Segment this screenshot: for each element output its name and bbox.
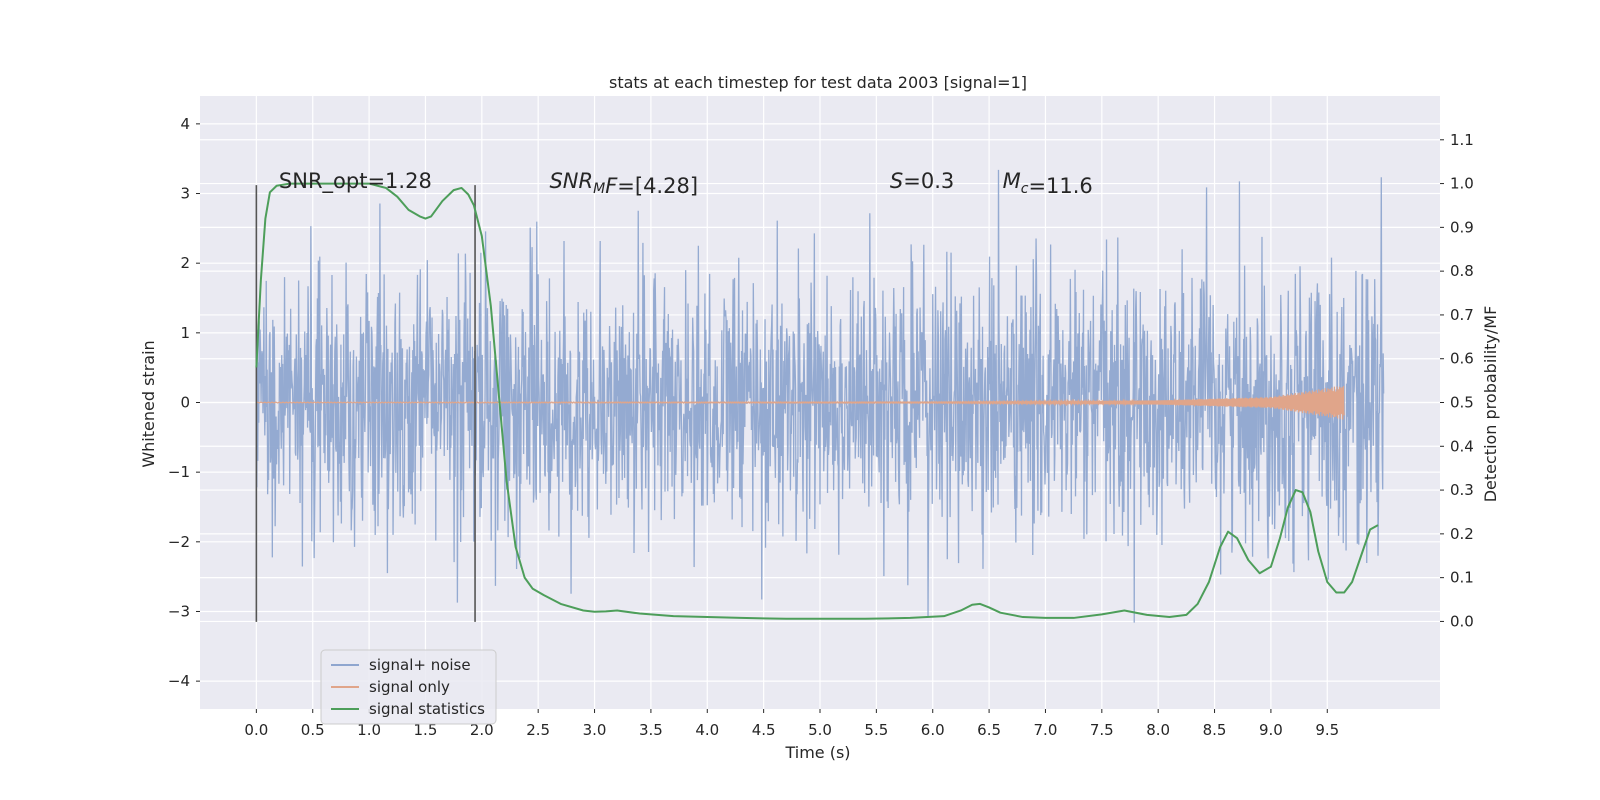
y-right-tick-label: 0.2: [1450, 525, 1474, 543]
x-tick-label: 3.5: [639, 721, 663, 739]
y-right-tick-label: 0.5: [1450, 394, 1474, 412]
series-signal-plus-noise: [255, 169, 1385, 623]
y-left-tick-label: 4: [180, 115, 190, 133]
y-right-tick-label: 0.3: [1450, 481, 1474, 499]
x-ticks: 0.0 0.5 1.0 1.5 2.0 2.5 3.0 3.5 4.0 4.5 5.0 5.5 6.0 6…: [244, 709, 1339, 739]
y-right-tick-label: 0.4: [1450, 437, 1474, 455]
x-tick-label: 1.5: [414, 721, 438, 739]
y-left-tick-label: −3: [168, 602, 190, 620]
x-tick-label: 6.0: [921, 721, 945, 739]
x-tick-label: 9.0: [1259, 721, 1283, 739]
x-tick-label: 5.0: [808, 721, 832, 739]
signal-statistics-line: [255, 182, 1379, 620]
chart-title: stats at each timestep for test data 200…: [609, 73, 1027, 92]
signal-only-line: [256, 386, 1345, 420]
x-tick-label: 0.5: [301, 721, 325, 739]
y-right-tick-label: 1.1: [1450, 131, 1474, 149]
x-tick-label: 6.5: [977, 721, 1001, 739]
y-left-tick-label: 0: [180, 394, 190, 412]
y-left-tick-label: −4: [168, 672, 190, 690]
y-ticks-right: 1.1 1.0 0.9 0.8 0.7 0.6 0.5 0.4 0.3 0.2 0.1 0.0: [1440, 131, 1474, 630]
x-tick-label: 3.0: [583, 721, 607, 739]
legend-box: [320, 649, 497, 725]
y-ticks-left: 4 3 2 1 0 −1 −2 −3 −4: [168, 115, 200, 690]
x-tick-label: 7.0: [1034, 721, 1058, 739]
annotation-0: SNR_opt=1.28: [279, 169, 432, 194]
x-tick-label: 5.5: [864, 721, 888, 739]
annotation-2: S=0.3: [890, 169, 954, 193]
annotations: SNR_opt=1.28 SNRMF=[4.28] S=0.3 Mc=11.6: [279, 169, 1093, 198]
y-left-tick-label: 1: [180, 324, 190, 342]
y-axis-label-left: Whitened strain: [139, 340, 158, 467]
y-right-tick-label: 0.8: [1450, 262, 1474, 280]
y-left-tick-label: 2: [180, 254, 190, 272]
annotation-3: Mc=11.6: [1003, 169, 1093, 198]
x-tick-label: 1.0: [357, 721, 381, 739]
annotation-1: SNRMF=[4.28]: [549, 169, 698, 198]
signal-plus-noise-line: [255, 169, 1385, 623]
segment-markers: [255, 185, 476, 622]
x-tick-label: 0.0: [244, 721, 268, 739]
y-right-tick-label: 0.6: [1450, 350, 1474, 368]
x-tick-label: 8.0: [1146, 721, 1170, 739]
x-axis-label: Time (s): [784, 743, 850, 762]
x-tick-label: 9.5: [1315, 721, 1339, 739]
series-signal-statistics: [255, 182, 1379, 620]
legend-label: signal+ noise: [369, 656, 471, 674]
y-left-tick-label: −1: [168, 463, 190, 481]
y-right-tick-label: 0.7: [1450, 306, 1474, 324]
y-left-tick-label: −2: [168, 533, 190, 551]
y-right-tick-label: 0.1: [1450, 569, 1474, 587]
series-signal-only: [256, 386, 1345, 420]
x-tick-label: 4.0: [695, 721, 719, 739]
y-right-tick-label: 0.9: [1450, 218, 1474, 236]
x-tick-label: 7.5: [1090, 721, 1114, 739]
y-axis-label-right: Detection probability/MF: [1481, 306, 1500, 503]
x-tick-label: 2.5: [526, 721, 550, 739]
y-right-tick-label: 1.0: [1450, 175, 1474, 193]
x-tick-label: 2.0: [470, 721, 494, 739]
x-tick-label: 8.5: [1203, 721, 1227, 739]
legend-label: signal only: [369, 678, 450, 696]
y-right-tick-label: 0.0: [1450, 612, 1474, 630]
legend: signal+ noise signal only signal statistic…: [320, 649, 497, 725]
legend-label: signal statistics: [369, 700, 485, 718]
y-left-tick-label: 3: [180, 185, 190, 203]
x-tick-label: 4.5: [752, 721, 776, 739]
